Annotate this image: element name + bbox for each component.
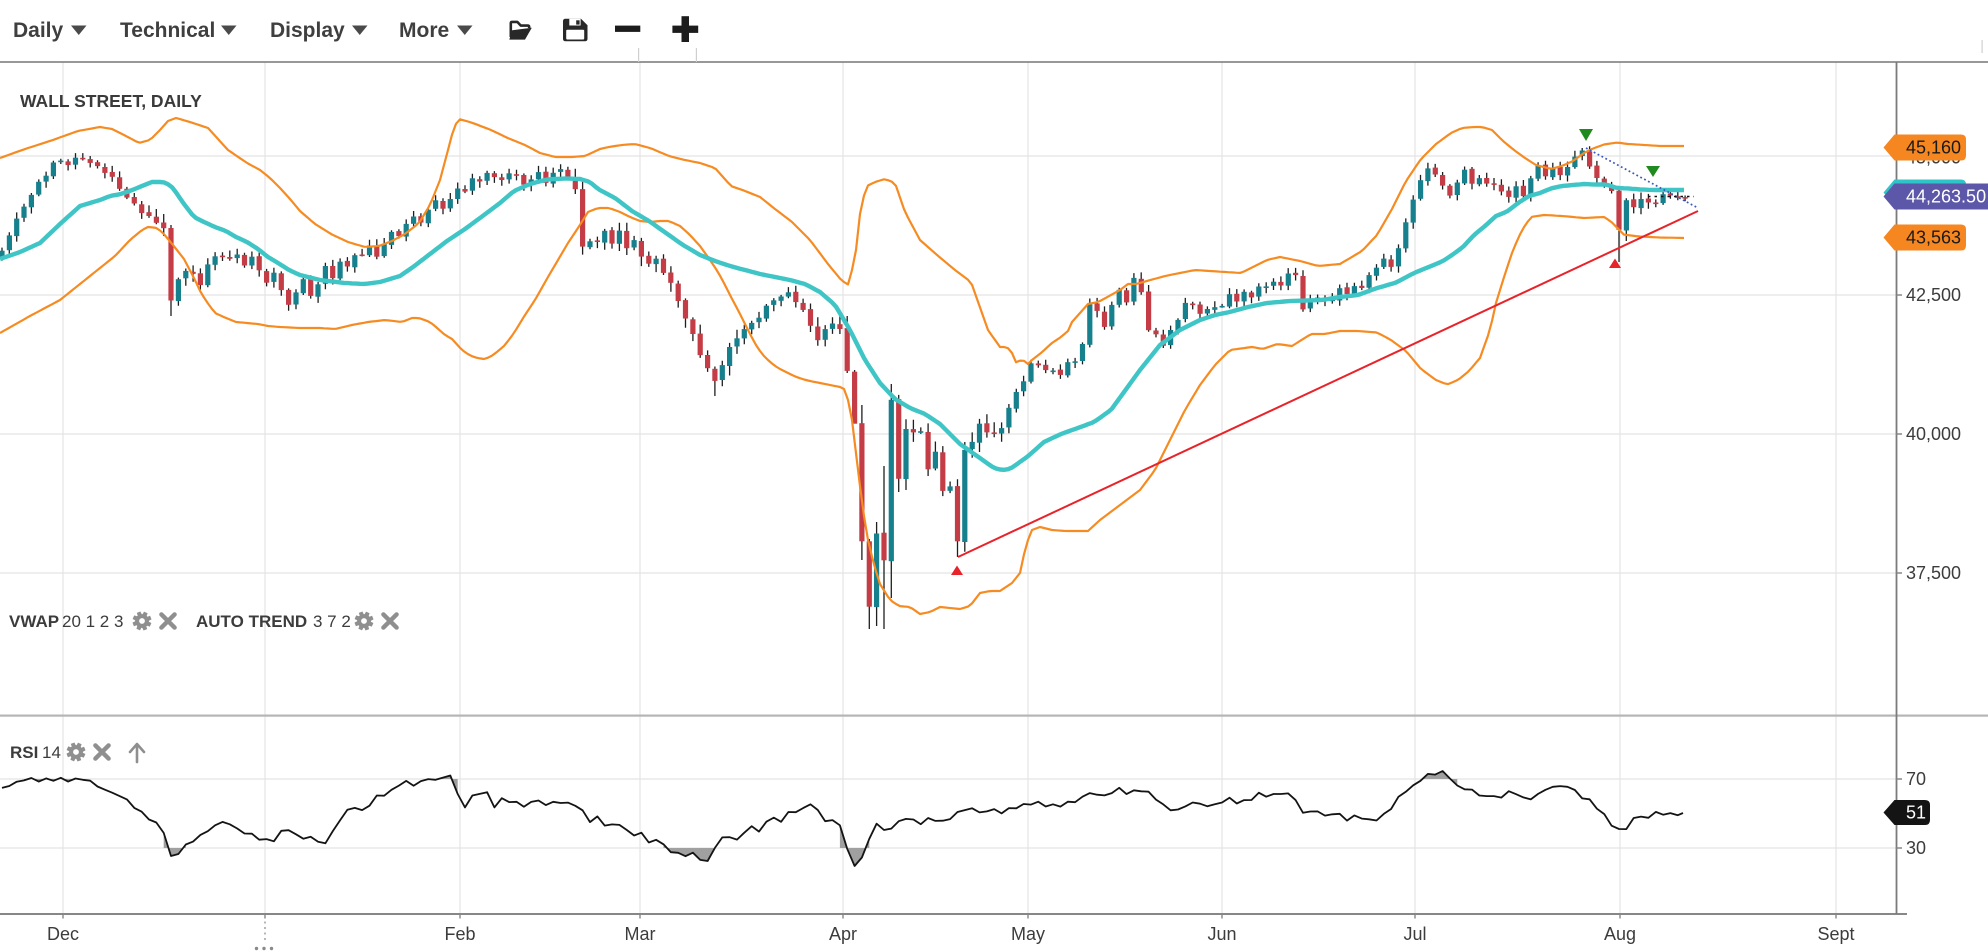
svg-text:Jul: Jul	[1403, 924, 1426, 944]
svg-text:AUTO TREND: AUTO TREND	[196, 612, 307, 631]
svg-text:3 7 2: 3 7 2	[313, 612, 351, 631]
svg-text:Feb: Feb	[444, 924, 475, 944]
svg-text:RSI: RSI	[10, 743, 38, 762]
svg-text:20 1 2 3: 20 1 2 3	[62, 612, 123, 631]
svg-text:14: 14	[42, 743, 61, 762]
svg-text:Aug: Aug	[1604, 924, 1636, 944]
svg-text:43,563: 43,563	[1906, 228, 1961, 248]
svg-text:Daily: Daily	[13, 19, 64, 42]
svg-text:May: May	[1011, 924, 1045, 944]
svg-text:Display: Display	[270, 19, 345, 42]
svg-text:45,160: 45,160	[1906, 138, 1961, 158]
svg-text:Jun: Jun	[1207, 924, 1236, 944]
svg-text:37,500: 37,500	[1906, 563, 1961, 583]
svg-text:VWAP: VWAP	[9, 612, 59, 631]
svg-text:30: 30	[1906, 838, 1926, 858]
svg-text:51: 51	[1906, 803, 1926, 823]
svg-text:Mar: Mar	[625, 924, 656, 944]
svg-text:Sept: Sept	[1817, 924, 1854, 944]
svg-text:70: 70	[1906, 769, 1926, 789]
svg-text:Apr: Apr	[829, 924, 857, 944]
svg-text:More: More	[399, 19, 449, 42]
svg-text:40,000: 40,000	[1906, 424, 1961, 444]
svg-text:Dec: Dec	[47, 924, 79, 944]
svg-text:WALL STREET, DAILY: WALL STREET, DAILY	[20, 91, 202, 111]
svg-text:42,500: 42,500	[1906, 285, 1961, 305]
svg-text:44,263.50: 44,263.50	[1906, 187, 1986, 207]
svg-text:Technical: Technical	[120, 19, 215, 42]
